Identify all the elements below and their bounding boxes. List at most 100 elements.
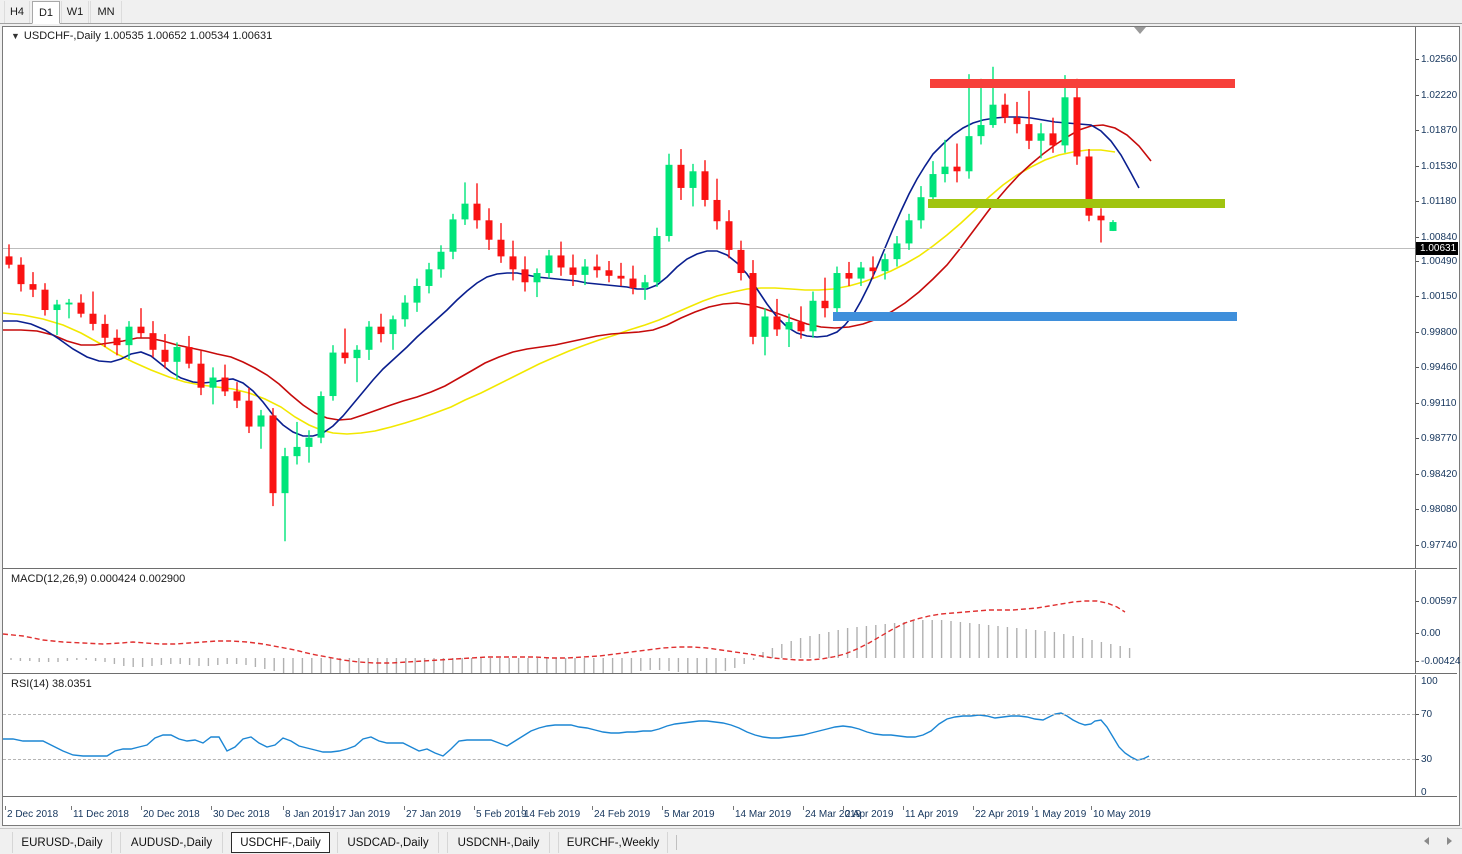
timeframe-d1-label: D1	[38, 6, 54, 19]
rsi-tick: 0	[1421, 787, 1427, 798]
price-tick: 0.98080	[1416, 504, 1458, 516]
date-tick	[592, 806, 593, 810]
timeframe-d1[interactable]: D1	[32, 1, 60, 24]
rsi-plot-area[interactable]	[3, 675, 1415, 796]
ma-mid-line	[3, 124, 1152, 421]
price-tick: 0.98420	[1416, 469, 1458, 481]
macd-series-svg	[3, 600, 1131, 673]
price-tick: 0.99800	[1416, 327, 1458, 339]
tab-eurusd-daily[interactable]: EURUSD-,Daily	[12, 832, 112, 853]
scroll-left-icon[interactable]	[1424, 837, 1429, 845]
rsi-oversold-band	[3, 759, 1415, 760]
date-tick	[1032, 806, 1033, 810]
tabbar-divider	[676, 835, 677, 850]
rsi-line	[3, 712, 1150, 761]
chart-frame: ▼ USDCHF-,Daily 1.00535 1.00652 1.00534 1…	[2, 26, 1460, 826]
rsi-axis[interactable]: 100 70 30 0	[1415, 675, 1458, 798]
date-label: 30 Dec 2018	[213, 809, 270, 820]
date-tick	[662, 806, 663, 810]
rsi-tick: 100	[1421, 676, 1438, 687]
timeframe-mn-label: MN	[97, 6, 115, 18]
date-label: 10 May 2019	[1093, 809, 1151, 820]
price-pane[interactable]: ▼ USDCHF-,Daily 1.00535 1.00652 1.00534 1…	[3, 27, 1458, 622]
date-label: 11 Apr 2019	[905, 809, 959, 820]
price-tick: 1.02220	[1416, 90, 1458, 102]
tabbar-scroll-arrows[interactable]	[1418, 831, 1458, 851]
tab-audusd-daily[interactable]: AUDUSD-,Daily	[120, 832, 223, 853]
macd-pane-title: MACD(12,26,9) 0.000424 0.002900	[11, 573, 186, 585]
date-label: 1 May 2019	[1034, 809, 1087, 820]
date-tick	[71, 806, 72, 810]
price-tick: 1.00150	[1416, 291, 1458, 303]
rsi-tick: 30	[1416, 754, 1458, 766]
collapse-caret-icon[interactable]: ▼	[11, 31, 20, 41]
chart-shift-marker-icon[interactable]	[1134, 27, 1146, 34]
rsi-tick: 70	[1416, 709, 1458, 721]
date-label: 2 Apr 2019	[845, 809, 894, 820]
price-plot-area[interactable]	[3, 27, 1415, 568]
timeframe-toolbar: H4 D1 W1 MN	[0, 0, 1462, 24]
price-tick: 1.00840	[1416, 232, 1458, 244]
date-tick	[973, 806, 974, 810]
timeframe-mn[interactable]: MN	[90, 1, 122, 23]
date-tick	[1091, 806, 1092, 810]
date-tick	[803, 806, 804, 810]
macd-axis[interactable]: 0.00597 0.00 -0.00424	[1415, 570, 1460, 673]
date-label: 24 Mar 2019	[805, 809, 862, 820]
current-price-gridline	[3, 248, 1415, 249]
date-label: 17 Jan 2019	[335, 809, 391, 820]
date-label: 14 Feb 2019	[524, 809, 581, 820]
tab-usdchf-daily[interactable]: USDCHF-,Daily	[231, 832, 330, 853]
date-label: 5 Mar 2019	[664, 809, 715, 820]
date-tick	[404, 806, 405, 810]
date-label: 14 Mar 2019	[735, 809, 792, 820]
price-tick: 0.97740	[1416, 540, 1458, 552]
price-tick: 0.98770	[1416, 433, 1458, 445]
date-label: 24 Feb 2019	[594, 809, 651, 820]
macd-signal-line	[3, 600, 1126, 664]
rsi-pane-title: RSI(14) 38.0351	[11, 678, 92, 690]
macd-histogram	[10, 620, 1131, 673]
pivot-line-green[interactable]	[928, 199, 1225, 208]
date-label: 11 Dec 2018	[73, 809, 129, 820]
price-axis[interactable]: 1.02560 1.02220 1.01870 1.01530 1.01180 …	[1415, 27, 1458, 622]
scroll-right-icon[interactable]	[1447, 837, 1452, 845]
timeframe-w1-label: W1	[66, 6, 84, 18]
macd-tick: -0.00424	[1416, 656, 1460, 668]
date-tick	[903, 806, 904, 810]
date-label: 20 Dec 2018	[143, 809, 200, 820]
candlestick-layer-svg	[5, 66, 1117, 542]
resistance-line-red[interactable]	[930, 79, 1235, 88]
timeframe-w1[interactable]: W1	[61, 1, 89, 23]
symbol-ohlc-text: USDCHF-,Daily 1.00535 1.00652 1.00534 1.…	[23, 30, 273, 42]
price-tick: 1.01870	[1416, 125, 1458, 137]
timeframe-h4-label: H4	[9, 6, 25, 18]
price-tick: 0.99460	[1416, 362, 1458, 374]
date-tick	[211, 806, 212, 810]
tab-usdcad-daily[interactable]: USDCAD-,Daily	[337, 832, 439, 853]
date-label: 5 Feb 2019	[476, 809, 527, 820]
macd-plot-area[interactable]	[3, 570, 1415, 673]
price-tick: 1.02560	[1416, 54, 1458, 66]
date-tick	[5, 806, 6, 810]
current-price-badge: 1.00631	[1416, 242, 1458, 255]
rsi-pane[interactable]: RSI(14) 38.0351 100 70 30 0	[3, 675, 1458, 798]
timeframe-h4[interactable]: H4	[4, 1, 30, 23]
date-tick	[283, 806, 284, 810]
support-line-blue[interactable]	[833, 312, 1237, 321]
date-tick	[733, 806, 734, 810]
price-pane-title: ▼ USDCHF-,Daily 1.00535 1.00652 1.00534 1…	[11, 30, 272, 42]
price-tick: 1.00490	[1416, 256, 1458, 268]
date-tick	[843, 806, 844, 810]
tab-usdcnh-daily[interactable]: USDCNH-,Daily	[447, 832, 550, 853]
ma-fast-line	[3, 116, 1140, 437]
macd-tick: 0.00	[1416, 628, 1458, 640]
date-tick	[141, 806, 142, 810]
price-tick: 1.01180	[1416, 196, 1458, 208]
tab-eurchf-weekly[interactable]: EURCHF-,Weekly	[558, 832, 668, 853]
date-axis[interactable]: 2 Dec 2018 11 Dec 2018 20 Dec 2018 30 Dec 2…	[2, 806, 1460, 826]
date-label: 2 Dec 2018	[7, 809, 59, 820]
macd-pane[interactable]: MACD(12,26,9) 0.000424 0.002900 0.00597 …	[3, 570, 1460, 674]
price-tick: 0.99110	[1416, 398, 1458, 410]
